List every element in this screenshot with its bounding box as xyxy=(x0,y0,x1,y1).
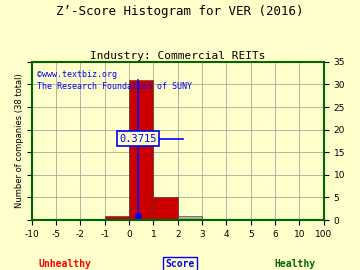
Bar xyxy=(129,80,153,220)
Bar xyxy=(105,215,129,220)
Title: Industry: Commercial REITs: Industry: Commercial REITs xyxy=(90,51,265,61)
Text: The Research Foundation of SUNY: The Research Foundation of SUNY xyxy=(37,82,193,92)
Text: Healthy: Healthy xyxy=(275,259,316,269)
Text: Score: Score xyxy=(165,259,195,269)
Y-axis label: Number of companies (38 total): Number of companies (38 total) xyxy=(15,74,24,208)
Bar xyxy=(178,215,202,220)
Text: ©www.textbiz.org: ©www.textbiz.org xyxy=(37,70,117,79)
Bar xyxy=(153,197,178,220)
Text: Z’-Score Histogram for VER (2016): Z’-Score Histogram for VER (2016) xyxy=(56,5,304,18)
Text: Unhealthy: Unhealthy xyxy=(39,259,91,269)
Text: 0.3715: 0.3715 xyxy=(119,134,157,144)
